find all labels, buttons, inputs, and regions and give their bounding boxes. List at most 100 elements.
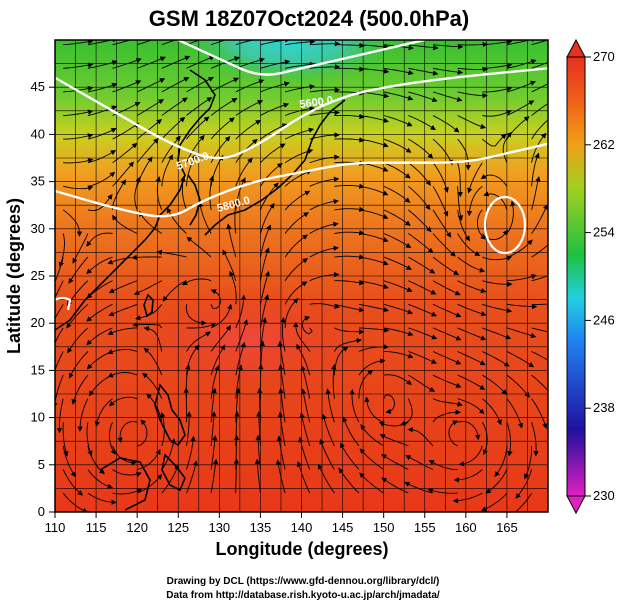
streamline — [108, 303, 138, 317]
streamline — [309, 176, 340, 187]
streamline — [457, 41, 489, 48]
streamline — [259, 270, 270, 305]
colorbar: 270 262 254 246 238 230 — [566, 38, 615, 515]
streamline — [482, 303, 513, 314]
streamline — [432, 280, 461, 296]
streamline — [161, 464, 180, 494]
streamline — [210, 458, 219, 494]
x-axis-label: Longitude (degrees) — [215, 539, 388, 559]
streamline — [186, 76, 215, 93]
streamline — [432, 115, 460, 133]
streamline — [383, 256, 412, 270]
streamline — [432, 209, 452, 238]
streamline — [63, 62, 94, 69]
streamline — [136, 119, 163, 140]
streamline — [506, 398, 524, 429]
streamline — [309, 64, 341, 70]
streamline — [432, 138, 453, 166]
streamline — [235, 364, 243, 399]
streamline — [186, 344, 200, 376]
streamline — [155, 176, 163, 211]
streamline — [358, 327, 390, 333]
coastlines — [55, 69, 346, 511]
streamline — [457, 91, 488, 99]
streamline — [132, 322, 163, 329]
streamline — [383, 67, 414, 76]
streamline — [334, 254, 365, 260]
streamline — [457, 398, 485, 415]
streamline — [408, 115, 436, 131]
x-tick-label: 160 — [455, 520, 477, 535]
streamline — [296, 461, 311, 494]
streamline — [63, 40, 94, 46]
streamline — [136, 138, 159, 163]
streamline — [334, 303, 365, 313]
streamline — [531, 275, 548, 282]
streamline — [210, 289, 222, 309]
streamline — [66, 303, 89, 329]
y-tick-label: 25 — [31, 268, 45, 283]
x-tick-label: 125 — [167, 520, 189, 535]
streamline — [186, 116, 210, 140]
streamline — [260, 102, 290, 116]
streamline — [226, 223, 237, 258]
streamline — [235, 157, 253, 187]
streamline — [87, 40, 118, 46]
streamline — [383, 394, 395, 414]
streamline — [86, 232, 113, 247]
streamline — [339, 442, 360, 470]
streamline — [524, 445, 533, 480]
streamline — [112, 214, 138, 234]
credit-drawing: Drawing by DCL (https://www.gfd-dennou.o… — [167, 576, 440, 587]
streamline — [506, 80, 536, 93]
streamline — [506, 200, 516, 234]
streamline — [112, 469, 142, 477]
streamline — [408, 209, 432, 233]
streamline — [166, 207, 187, 234]
streamline — [277, 340, 286, 376]
streamline — [483, 191, 508, 211]
streamline — [63, 158, 94, 164]
streamline — [482, 351, 510, 367]
streamline — [87, 82, 118, 93]
streamline — [260, 40, 291, 46]
coastline-philippines — [154, 383, 186, 492]
streamline — [334, 327, 365, 335]
streamline — [466, 185, 483, 217]
streamline — [210, 344, 226, 376]
streamline — [143, 347, 163, 376]
streamline — [161, 97, 188, 116]
streamline — [448, 420, 459, 447]
streamline — [284, 258, 309, 281]
streamline — [408, 185, 431, 211]
streamline — [317, 463, 335, 494]
colorbar-ticks: 270 262 254 246 238 230 — [585, 49, 615, 503]
streamline — [298, 436, 311, 470]
y-tick-label: 20 — [31, 315, 45, 330]
streamline — [63, 109, 94, 116]
streamline — [319, 438, 335, 470]
streamline — [457, 327, 487, 341]
streamline — [432, 43, 464, 50]
streamline — [432, 327, 462, 341]
streamline — [293, 321, 311, 352]
streamline — [137, 56, 166, 69]
streamline — [482, 374, 508, 396]
streamline — [506, 59, 537, 69]
streamline — [296, 343, 311, 376]
streamline — [334, 183, 365, 189]
streamline — [55, 304, 64, 320]
streamline — [452, 492, 483, 504]
streamline — [358, 369, 374, 399]
streamline — [309, 271, 340, 282]
contour-line — [55, 142, 548, 218]
streamline — [383, 138, 412, 153]
streamline — [427, 488, 458, 494]
streamline — [210, 435, 218, 470]
streamline — [331, 364, 337, 399]
streamline — [87, 492, 117, 505]
streamline — [383, 91, 414, 101]
streamline — [260, 59, 291, 69]
streamline — [482, 62, 513, 69]
streamline — [136, 156, 153, 187]
